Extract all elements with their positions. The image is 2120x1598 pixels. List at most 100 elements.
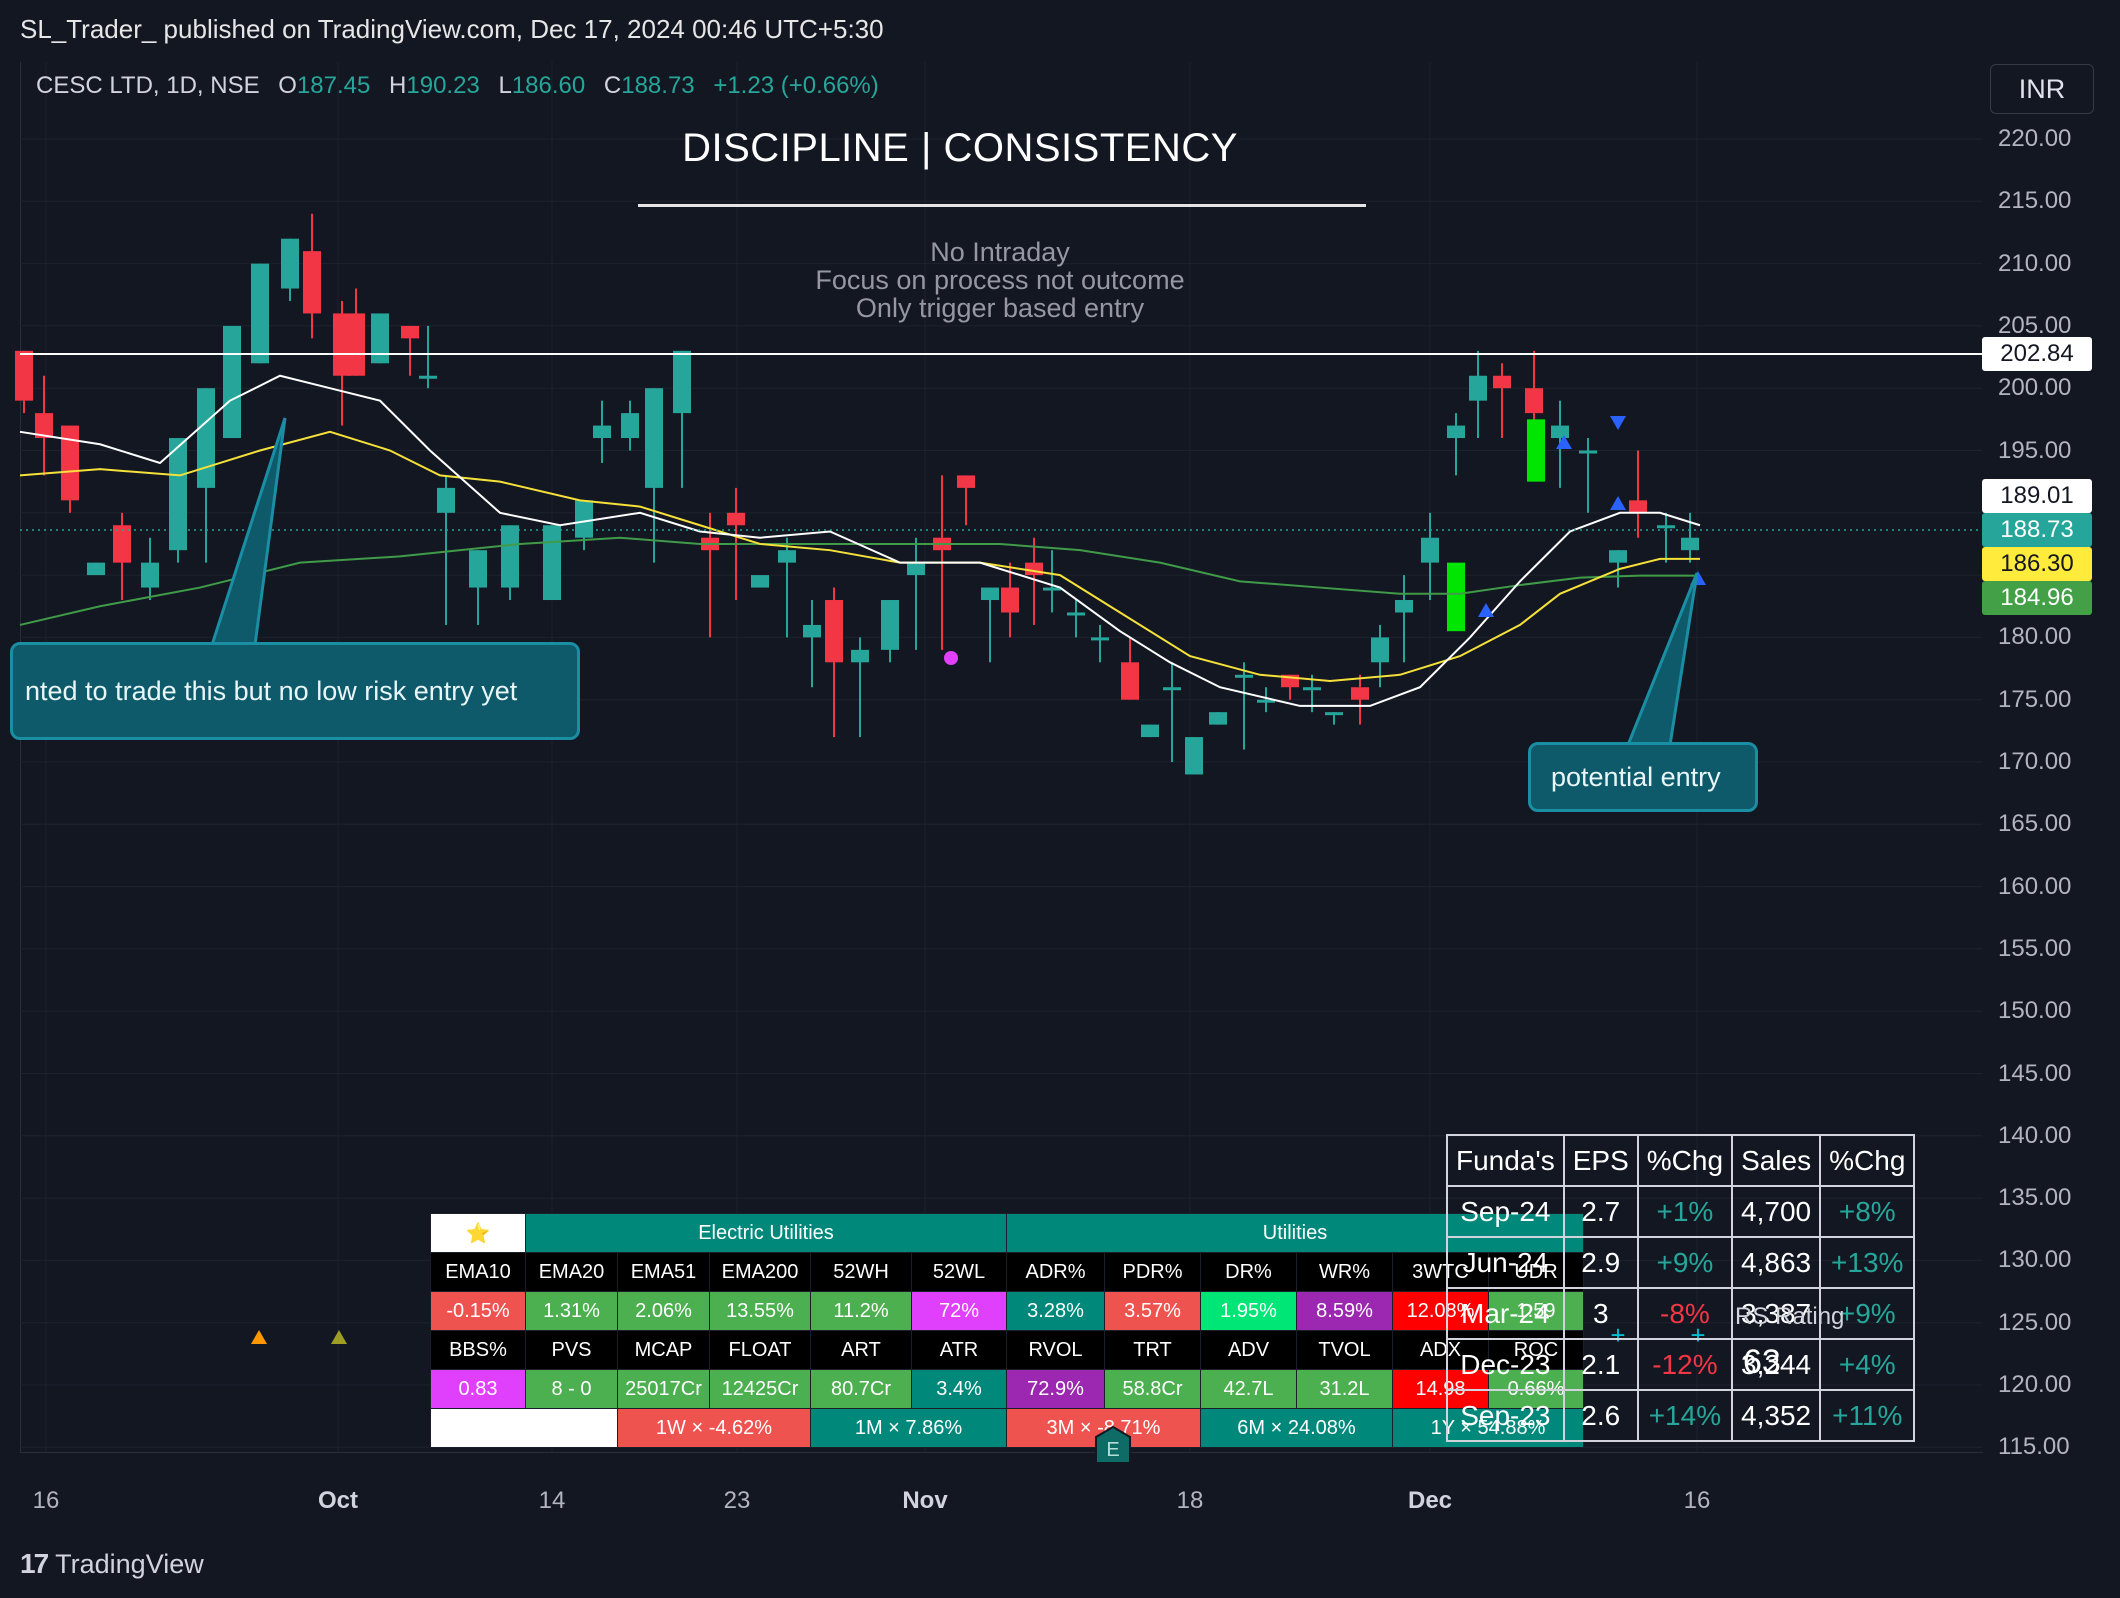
breakout-candle [1527, 419, 1545, 482]
buy-signal-icon [1478, 603, 1494, 617]
candle [371, 313, 389, 364]
candle [419, 325, 437, 389]
fundamentals-cell: 2.6 [1562, 1389, 1639, 1442]
candle [803, 600, 821, 688]
candle-body [347, 313, 365, 376]
symbol-name: CESC LTD, 1D, NSE [36, 72, 260, 99]
candle-body [1493, 375, 1511, 389]
candle [223, 325, 241, 439]
fundamentals-row: Dec-23 2.1 -12% 3,244 +4% [1446, 1338, 1916, 1391]
candle-body [645, 388, 663, 488]
callout-no-entry[interactable]: nted to trade this but no low risk entry… [10, 642, 580, 740]
time-tick: Nov [902, 1487, 948, 1514]
price-tick: 155.00 [1998, 934, 2072, 962]
high-price-tag: 189.01 [1982, 479, 2092, 513]
stats-header-cell: PVS [525, 1330, 618, 1370]
fundamentals-cell: +4% [1819, 1338, 1916, 1391]
headline-underline [638, 204, 1366, 207]
candle-body [1185, 737, 1203, 775]
stats-value-cell: 72% [911, 1291, 1007, 1331]
fundamentals-cell: Jun-24 [1446, 1236, 1565, 1289]
stats-header-cell: MCAP [617, 1330, 710, 1370]
candle-body [621, 413, 639, 439]
callout-potential-entry[interactable]: potential entry [1528, 742, 1758, 812]
rules-text: No Intraday Focus on process not outcome… [760, 238, 1240, 322]
candle [1163, 662, 1181, 762]
buy-signal-icon [1610, 496, 1626, 510]
price-tick: 165.00 [1998, 810, 2072, 838]
candle-body [1235, 674, 1253, 678]
stats-value-cell: 0.83 [430, 1369, 526, 1409]
stats-header-cell: TVOL [1296, 1330, 1393, 1370]
price-tick: 150.00 [1998, 997, 2072, 1025]
currency-button[interactable]: INR [1990, 64, 2094, 114]
earnings-icon-letter: E [1106, 1439, 1119, 1461]
symbol-info: CESC LTD, 1D, NSE O187.45 H190.23 L186.6… [36, 72, 879, 100]
candle-body [1303, 687, 1321, 691]
stats-value-cell: 1.95% [1200, 1291, 1297, 1331]
candle [593, 400, 611, 463]
fundamentals-cell: 2.9 [1562, 1236, 1639, 1289]
candle-body [1001, 587, 1019, 613]
candle [1141, 724, 1159, 738]
candle [303, 213, 321, 339]
candle-body [419, 375, 437, 379]
stats-header-cell: BBS% [430, 1330, 526, 1370]
candle-body [141, 562, 159, 588]
candle-body [957, 475, 975, 488]
stats-value-cell: 3.57% [1104, 1291, 1201, 1331]
stats-value-cell: 1.31% [525, 1291, 618, 1331]
earnings-icon[interactable]: E [1094, 1425, 1132, 1465]
fundamentals-header-cell: EPS [1562, 1134, 1639, 1187]
rule-line: No Intraday [930, 237, 1070, 267]
fundamentals-cell: Sep-23 [1446, 1389, 1565, 1442]
close-value: 188.73 [621, 72, 695, 99]
fundamentals-cell: 4,863 [1731, 1236, 1822, 1289]
candle-body [1043, 587, 1061, 591]
rs-rating-value: 63 [1743, 1343, 1781, 1381]
sell-signal-icon [1610, 416, 1626, 430]
candle [957, 475, 975, 526]
candle-body [303, 251, 321, 314]
candle-body [575, 500, 593, 538]
fundamentals-row: Sep-24 2.7 +1% 4,700 +8% [1446, 1185, 1916, 1238]
candle-body [751, 575, 769, 588]
candle [1629, 450, 1647, 538]
perf-6m-cell: 6M × 24.08% [1200, 1408, 1393, 1448]
stats-header-row-1: EMA10 EMA20 EMA51 EMA200 52WH 52WL ADR% PDR% DR%… [430, 1252, 1584, 1292]
stats-value-cell: 80.7Cr [810, 1369, 912, 1409]
price-tick: 140.00 [1998, 1121, 2072, 1149]
candle-body [251, 263, 269, 364]
fundamentals-cell: 2.1 [1562, 1338, 1639, 1391]
ema-green-price-tag: 184.96 [1982, 581, 2092, 615]
tradingview-logo-icon: 17 [20, 1548, 49, 1579]
fundamentals-cell: +8% [1819, 1185, 1916, 1238]
fundamentals-cell: +1% [1636, 1185, 1734, 1238]
stats-value-row-2: 0.83 8 - 0 25017Cr 12425Cr 80.7Cr 3.4% 72.9% 58… [430, 1369, 1584, 1409]
candle [113, 512, 131, 601]
low-label: L [498, 72, 512, 99]
stats-value-cell: 58.8Cr [1104, 1369, 1201, 1409]
candle-body [281, 238, 299, 289]
resistance-price-tag: 202.84 [1982, 337, 2092, 371]
tradingview-logo[interactable]: 17 TradingView [20, 1548, 204, 1580]
fundamentals-header-cell: Sales [1731, 1134, 1822, 1187]
headline-text: DISCIPLINE | CONSISTENCY [682, 126, 1238, 170]
chart-frame[interactable] [20, 62, 1983, 1453]
candle-body [1025, 562, 1043, 576]
candle [469, 550, 487, 625]
candle-body [1351, 687, 1369, 700]
candle-body [371, 313, 389, 364]
candle [907, 537, 925, 650]
candle-body [727, 512, 745, 526]
candle-body [501, 525, 519, 588]
candle-body [1371, 637, 1389, 663]
stats-table: ⭐ Electric Utilities Utilities EMA10 EMA2… [430, 1213, 1584, 1448]
tradingview-logo-text: TradingView [55, 1548, 204, 1579]
candle [251, 263, 269, 364]
fundamentals-row: Jun-24 2.9 +9% 4,863 +13% [1446, 1236, 1916, 1289]
price-tick: 145.00 [1998, 1059, 2072, 1087]
candle [1235, 662, 1253, 750]
last-price-tag: 188.73 [1982, 513, 2092, 547]
candle-body [401, 325, 419, 339]
